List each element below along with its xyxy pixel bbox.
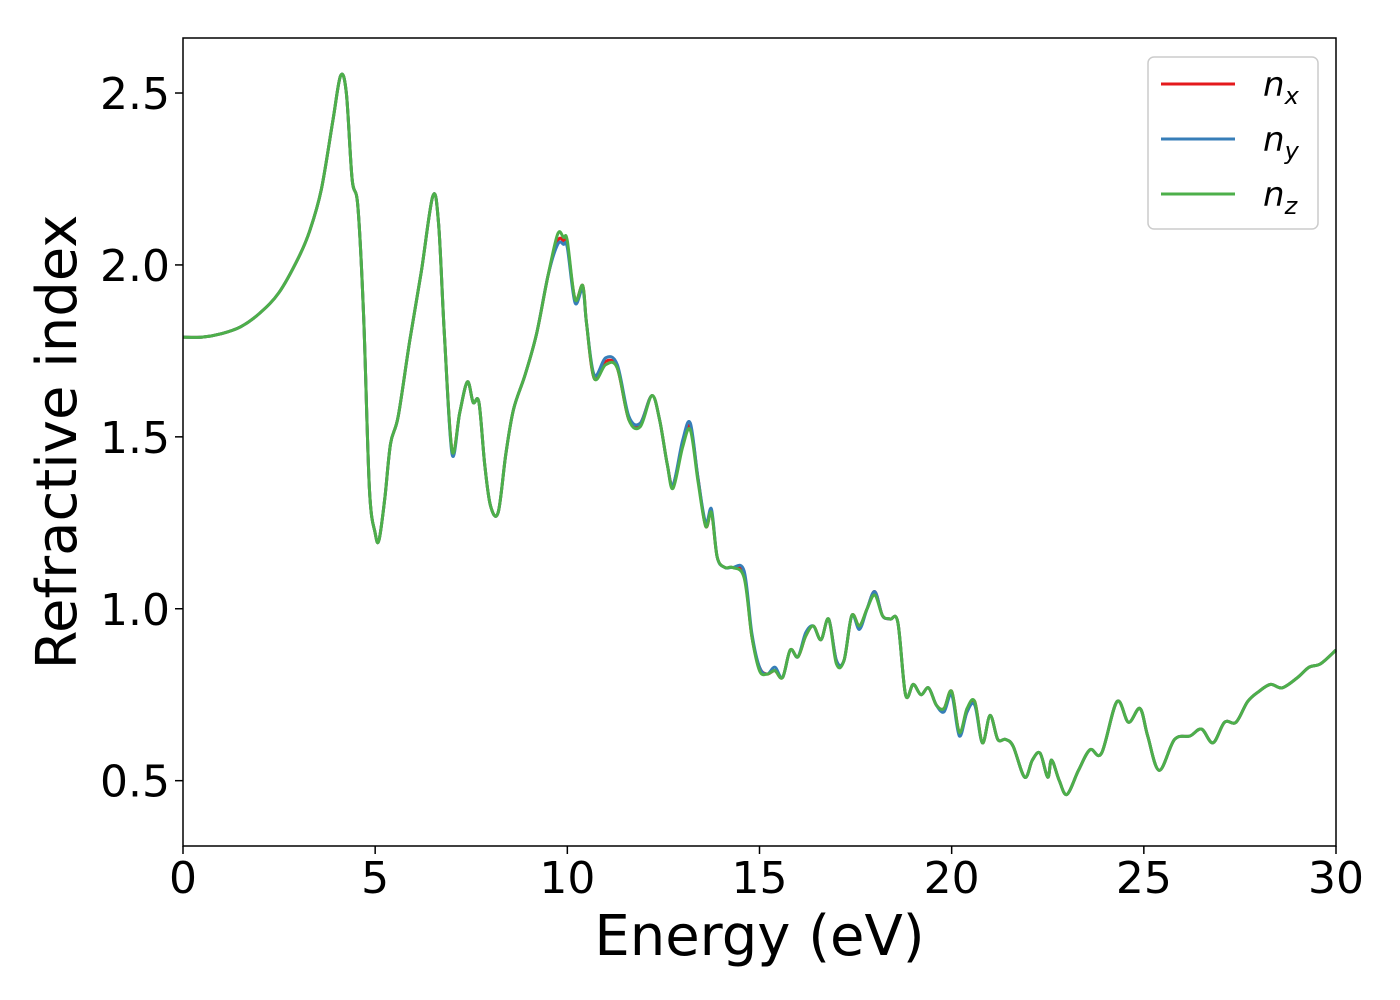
y-axis-ticks: 0.5 1.0 1.5 2.0 2.5 [100,69,183,808]
series-line-z [182,72,1338,797]
x-tick-label: 25 [1116,853,1172,904]
x-tick-label: 20 [924,853,980,904]
x-axis-label: Energy (eV) [594,904,924,969]
y-tick-label: 1.5 [100,413,170,464]
series-layer [182,72,1338,797]
y-tick-label: 2.0 [100,241,170,292]
y-tick-label: 2.5 [100,69,170,120]
x-tick-label: 0 [169,853,197,904]
x-tick-label: 30 [1308,853,1364,904]
x-tick-label: 5 [361,853,389,904]
x-tick-label: 10 [539,853,595,904]
y-tick-label: 1.0 [100,585,170,636]
x-axis-ticks: 0 5 10 15 20 25 30 [169,846,1364,904]
y-axis-label: Refractive index [25,215,90,670]
legend-label-x: nx [1263,65,1300,110]
x-tick-label: 15 [732,853,788,904]
legend-box [1147,56,1319,230]
legend-label-y: ny [1263,120,1300,165]
y-tick-label: 0.5 [100,757,170,808]
